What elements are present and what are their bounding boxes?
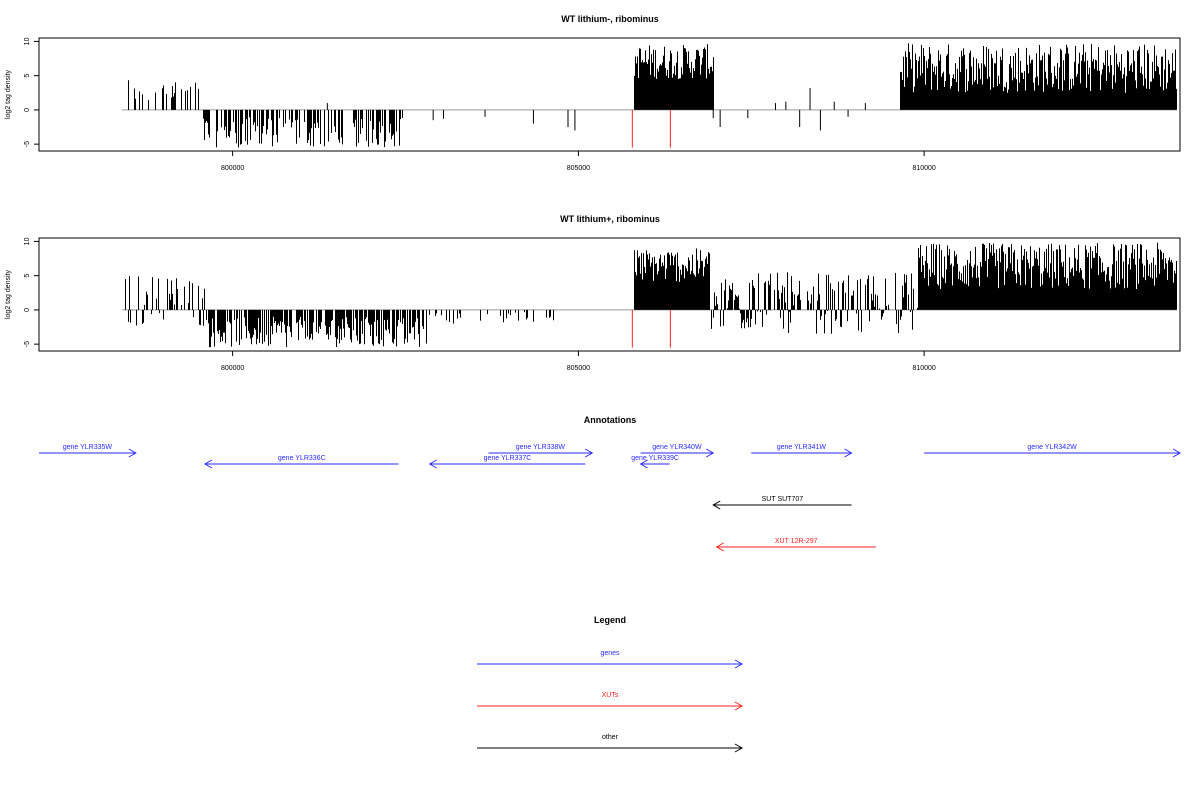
legend-arrow-head (734, 701, 744, 711)
y-axis-label: log2 tag density (5, 269, 12, 319)
y-tick-label: -5 (24, 341, 31, 347)
chart-title: WT lithium-, ribominus (561, 14, 659, 24)
legend-label: genes (600, 650, 620, 657)
annotations-panel: Annotations gene YLR335W gene YLR336C gene … (39, 415, 1182, 552)
annotation-label: gene YLR341W (777, 444, 827, 451)
legend-title: Legend (594, 615, 626, 625)
annotation-arrow-head (712, 500, 721, 510)
annotation-label: gene YLR337C (484, 455, 532, 462)
y-tick-label: 10 (24, 237, 31, 245)
y-tick-label: 5 (24, 74, 31, 78)
legend-label: other (602, 734, 619, 741)
plot-frame (38, 237, 1181, 352)
annotation-label: gene YLR336C (278, 455, 326, 462)
annotation-label: gene YLR339C (631, 455, 679, 462)
panel-lithium-plus: WT lithium+, ribominus log2 tag density 10… (5, 214, 1181, 372)
y-tick-label: 10 (24, 37, 31, 45)
y-axis-label: log2 tag density (5, 69, 12, 119)
annotation-label: gene YLR338W (516, 444, 566, 451)
annotation-arrow-head (844, 448, 853, 458)
x-tick-label: 805000 (567, 365, 590, 372)
annotation-label: gene YLR340W (652, 444, 702, 451)
x-tick-label: 805000 (567, 165, 590, 172)
legend-panel: Legend genes XUTs other (477, 615, 744, 753)
annotation-arrow-head (203, 459, 213, 469)
y-tick-label: 0 (24, 308, 31, 312)
y-tick-label: 5 (24, 274, 31, 278)
annotation-arrow-head (705, 448, 715, 458)
annotation-arrow-head (639, 459, 648, 469)
annotation-arrow-head (128, 448, 137, 458)
legend-label: XUTs (602, 692, 619, 699)
y-tick-label: 0 (24, 108, 31, 112)
chart-title: WT lithium+, ribominus (560, 214, 660, 224)
panel-lithium-minus: WT lithium-, ribominus log2 tag density 10… (5, 14, 1181, 172)
legend-arrow-head (734, 743, 744, 753)
annotation-label: gene YLR342W (1027, 444, 1077, 451)
annotation-label: gene YLR335W (63, 444, 113, 451)
x-tick-label: 810000 (912, 165, 935, 172)
y-tick-label: -5 (24, 141, 31, 147)
annotation-label: SUT SUT707 (762, 496, 804, 503)
x-tick-label: 800000 (221, 165, 244, 172)
annotation-label: XUT 12R-297 (775, 538, 818, 545)
legend-arrow-head (734, 659, 744, 669)
annotation-arrow-head (715, 542, 724, 552)
annotation-arrow-head (584, 448, 594, 458)
plot-frame (38, 37, 1181, 152)
annotation-arrow-head (1172, 448, 1182, 458)
x-tick-label: 800000 (221, 365, 244, 372)
annotation-arrow-head (428, 459, 437, 469)
annotations-title: Annotations (584, 415, 637, 425)
x-tick-label: 810000 (912, 365, 935, 372)
